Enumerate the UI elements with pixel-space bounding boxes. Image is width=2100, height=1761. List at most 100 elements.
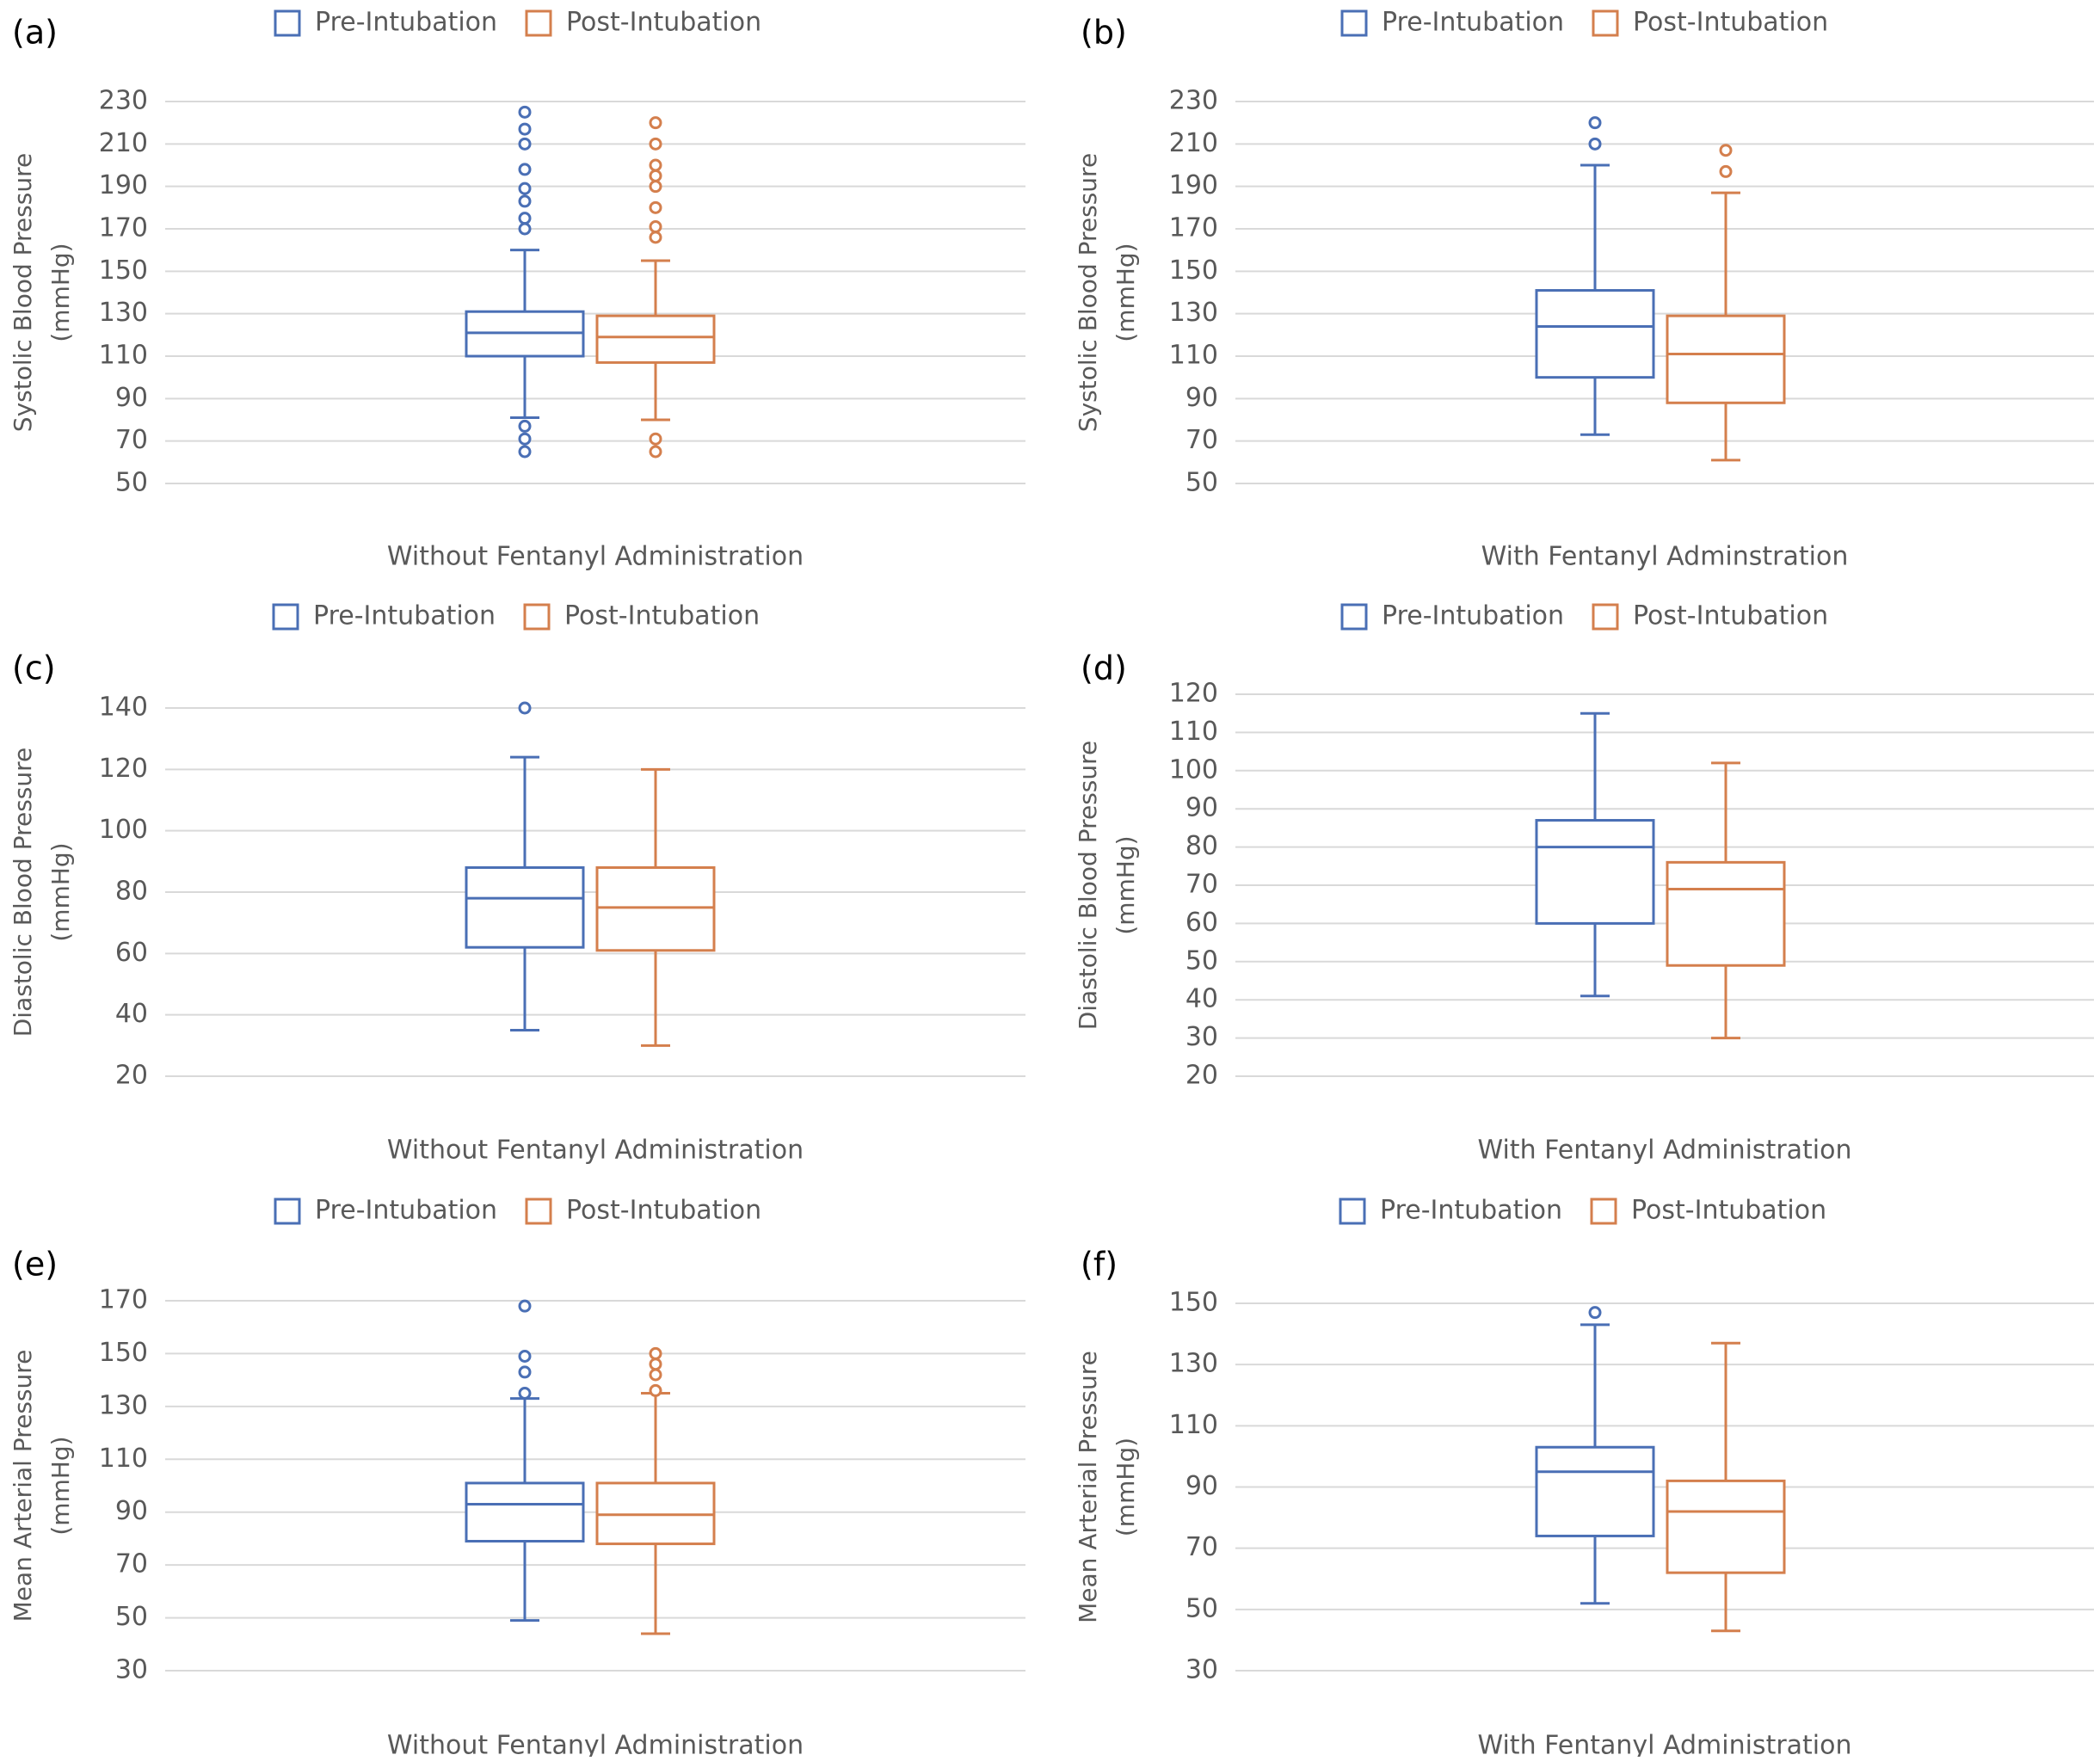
y-tick-label: 110 bbox=[1169, 717, 1218, 747]
y-tick-label: 110 bbox=[1169, 1410, 1218, 1440]
legend: Pre-Intubation Post-Intubation bbox=[1340, 601, 1828, 631]
panel-label: (e) bbox=[12, 1246, 58, 1284]
y-tick-label: 210 bbox=[99, 128, 148, 158]
legend-swatch-pre bbox=[274, 9, 301, 37]
x-axis-label: Without Fentanyl Administration bbox=[387, 542, 804, 572]
iqr-box bbox=[1666, 860, 1786, 967]
y-axis-unit: (mmHg) bbox=[46, 842, 75, 941]
y-tick-label: 90 bbox=[1185, 1471, 1218, 1501]
outlier-point bbox=[649, 1383, 662, 1397]
x-axis-label: Without Fentanyl Administration bbox=[387, 1731, 804, 1758]
legend-swatch-pre bbox=[1340, 9, 1368, 37]
y-tick-label: 170 bbox=[99, 213, 148, 243]
legend-swatch-post bbox=[525, 9, 552, 37]
legend: Pre-Intubation Post-Intubation bbox=[1340, 8, 1828, 38]
y-tick-label: 90 bbox=[115, 383, 148, 413]
iqr-box bbox=[1666, 314, 1786, 404]
box-post bbox=[1666, 144, 1786, 462]
outlier-point bbox=[518, 1299, 532, 1313]
outlier-point bbox=[518, 701, 532, 715]
iqr-box bbox=[1666, 1479, 1786, 1574]
outlier-point bbox=[649, 231, 662, 244]
iqr-box bbox=[595, 314, 716, 364]
outlier-point bbox=[649, 169, 662, 182]
box-post bbox=[1666, 1341, 1786, 1633]
y-tick-label: 20 bbox=[1185, 1061, 1218, 1091]
y-tick-label: 50 bbox=[115, 1602, 148, 1632]
outlier-point bbox=[649, 137, 662, 151]
outlier-point bbox=[649, 445, 662, 459]
y-tick-label: 150 bbox=[1169, 256, 1218, 286]
x-axis-label: With Fentanyl Administration bbox=[1477, 1136, 1851, 1166]
y-tick-label: 80 bbox=[1185, 831, 1218, 861]
y-tick-label: 100 bbox=[1169, 754, 1218, 785]
iqr-box bbox=[595, 1481, 716, 1546]
outlier-point bbox=[649, 158, 662, 172]
y-tick-label: 110 bbox=[99, 1444, 148, 1474]
legend-label-post: Post-Intubation bbox=[1633, 601, 1828, 631]
outlier-point bbox=[518, 122, 532, 136]
legend-label-pre: Pre-Intubation bbox=[1382, 601, 1564, 631]
y-axis-unit: (mmHg) bbox=[1112, 835, 1140, 934]
y-tick-label: 70 bbox=[1185, 1532, 1218, 1562]
y-tick-label: 30 bbox=[115, 1655, 148, 1685]
outlier-point bbox=[649, 220, 662, 234]
panel-c: (c) Pre-Intubation Post-Intubation 20 40 60 80… bbox=[9, 601, 1025, 1166]
legend-swatch-post bbox=[525, 1198, 552, 1225]
y-axis-label: Mean Arterial Pressure bbox=[1074, 1351, 1102, 1623]
y-tick-label: 140 bbox=[99, 693, 148, 723]
outlier-point bbox=[518, 1350, 532, 1363]
panel-d: (d) Pre-Intubation Post-Intubation 20 30 40 50… bbox=[1074, 601, 2094, 1166]
outlier-point bbox=[518, 194, 532, 208]
box-post bbox=[595, 116, 716, 459]
panel-e: (e) Pre-Intubation Post-Intubation 30 50 70 90… bbox=[9, 1196, 1025, 1761]
box-pre bbox=[1535, 711, 1655, 998]
outlier-point bbox=[1719, 144, 1733, 157]
y-axis-unit: (mmHg) bbox=[1112, 243, 1140, 342]
box-post bbox=[595, 1346, 716, 1635]
outlier-point bbox=[518, 163, 532, 176]
outlier-point bbox=[518, 432, 532, 446]
y-tick-label: 90 bbox=[1185, 383, 1218, 413]
legend-label-pre: Pre-Intubation bbox=[315, 1196, 497, 1226]
y-axis-label: Systolic Blood Pressure bbox=[9, 153, 37, 432]
y-tick-label: 130 bbox=[99, 1390, 148, 1420]
y-tick-label: 70 bbox=[1185, 870, 1218, 900]
x-axis-label: With Fentanyl Adminstration bbox=[1481, 542, 1849, 572]
y-tick-label: 50 bbox=[1185, 468, 1218, 498]
box-pre bbox=[465, 701, 585, 1031]
panel-label: (c) bbox=[12, 650, 56, 687]
outlier-point bbox=[518, 222, 532, 236]
iqr-box bbox=[465, 865, 585, 949]
outlier-point bbox=[1588, 116, 1602, 130]
legend-swatch-pre bbox=[1339, 1198, 1366, 1225]
legend: Pre-Intubation Post-Intubation bbox=[274, 1196, 761, 1226]
box-pre bbox=[1535, 1306, 1655, 1605]
panel-label: (d) bbox=[1081, 650, 1127, 687]
y-tick-label: 30 bbox=[1185, 1655, 1218, 1685]
y-tick-label: 130 bbox=[1169, 1349, 1218, 1379]
outlier-point bbox=[518, 212, 532, 225]
box-post bbox=[595, 767, 716, 1047]
y-tick-label: 170 bbox=[1169, 213, 1218, 243]
y-tick-label: 70 bbox=[115, 1549, 148, 1579]
legend-label-post: Post-Intubation bbox=[566, 1196, 761, 1226]
legend-label-pre: Pre-Intubation bbox=[1380, 1196, 1562, 1226]
y-tick-label: 50 bbox=[1185, 1593, 1218, 1623]
outlier-point bbox=[649, 1346, 662, 1360]
legend-label-post: Post-Intubation bbox=[1633, 8, 1828, 38]
y-tick-label: 130 bbox=[99, 298, 148, 328]
y-tick-label: 120 bbox=[99, 754, 148, 784]
y-tick-label: 70 bbox=[1185, 425, 1218, 455]
legend: Pre-Intubation Post-Intubation bbox=[274, 8, 761, 38]
y-tick-label: 120 bbox=[1169, 679, 1218, 709]
outlier-point bbox=[649, 1368, 662, 1382]
y-axis-unit: (mmHg) bbox=[46, 243, 75, 342]
outlier-point bbox=[649, 200, 662, 214]
y-tick-label: 150 bbox=[99, 256, 148, 286]
legend: Pre-Intubation Post-Intubation bbox=[1339, 1196, 1826, 1226]
outlier-point bbox=[1719, 164, 1733, 178]
outlier-point bbox=[518, 419, 532, 433]
y-tick-label: 230 bbox=[99, 86, 148, 116]
legend-label-post: Post-Intubation bbox=[564, 601, 760, 631]
